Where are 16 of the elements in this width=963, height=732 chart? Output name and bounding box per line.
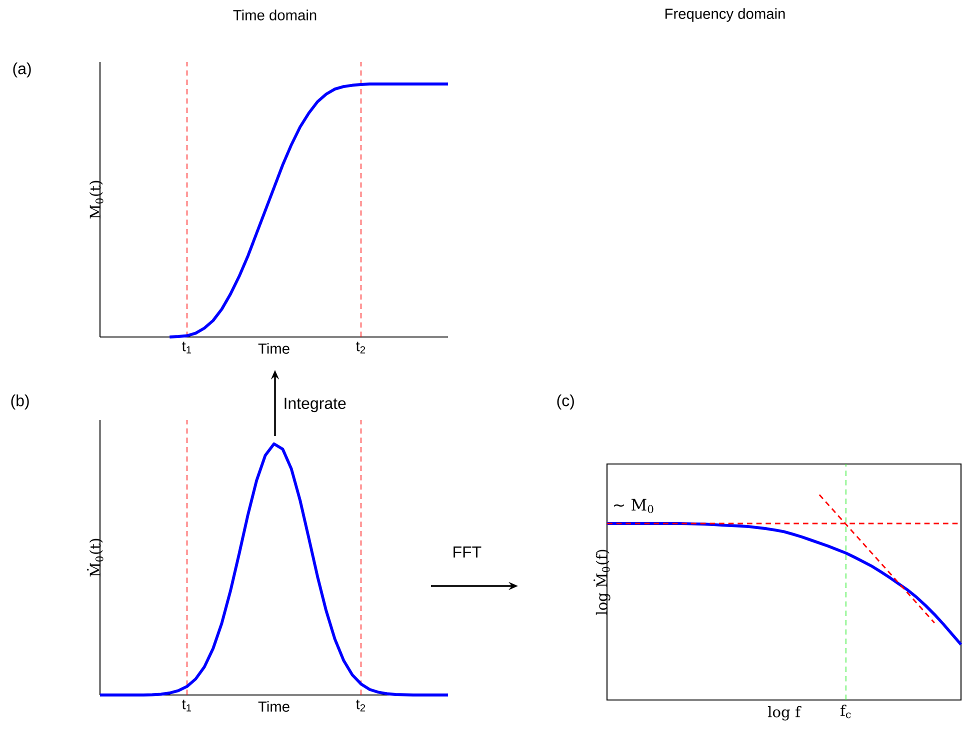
annotation: ~ M$_{0}$	[614, 498, 654, 514]
text: (c)	[557, 394, 574, 410]
chart-title: Frequency domain	[665, 8, 785, 22]
x-axis-title: Time	[258, 701, 290, 712]
x-axis-title: log f	[768, 706, 802, 720]
text: f$_{c}$	[840, 704, 851, 718]
text: (a)	[13, 62, 31, 78]
x-axis-title: Time	[258, 343, 290, 354]
chart-title: Time domain	[233, 10, 316, 20]
x-tick-label: t$_{1}$	[182, 700, 192, 712]
x-tick-label: t$_{1}$	[182, 342, 192, 354]
text: FFT	[454, 546, 482, 558]
x-tick-label: t$_{2}$	[356, 342, 366, 354]
text: (b)	[11, 394, 29, 410]
text: Integrate	[284, 398, 346, 412]
x-tick-label: t$_{2}$	[356, 700, 366, 712]
